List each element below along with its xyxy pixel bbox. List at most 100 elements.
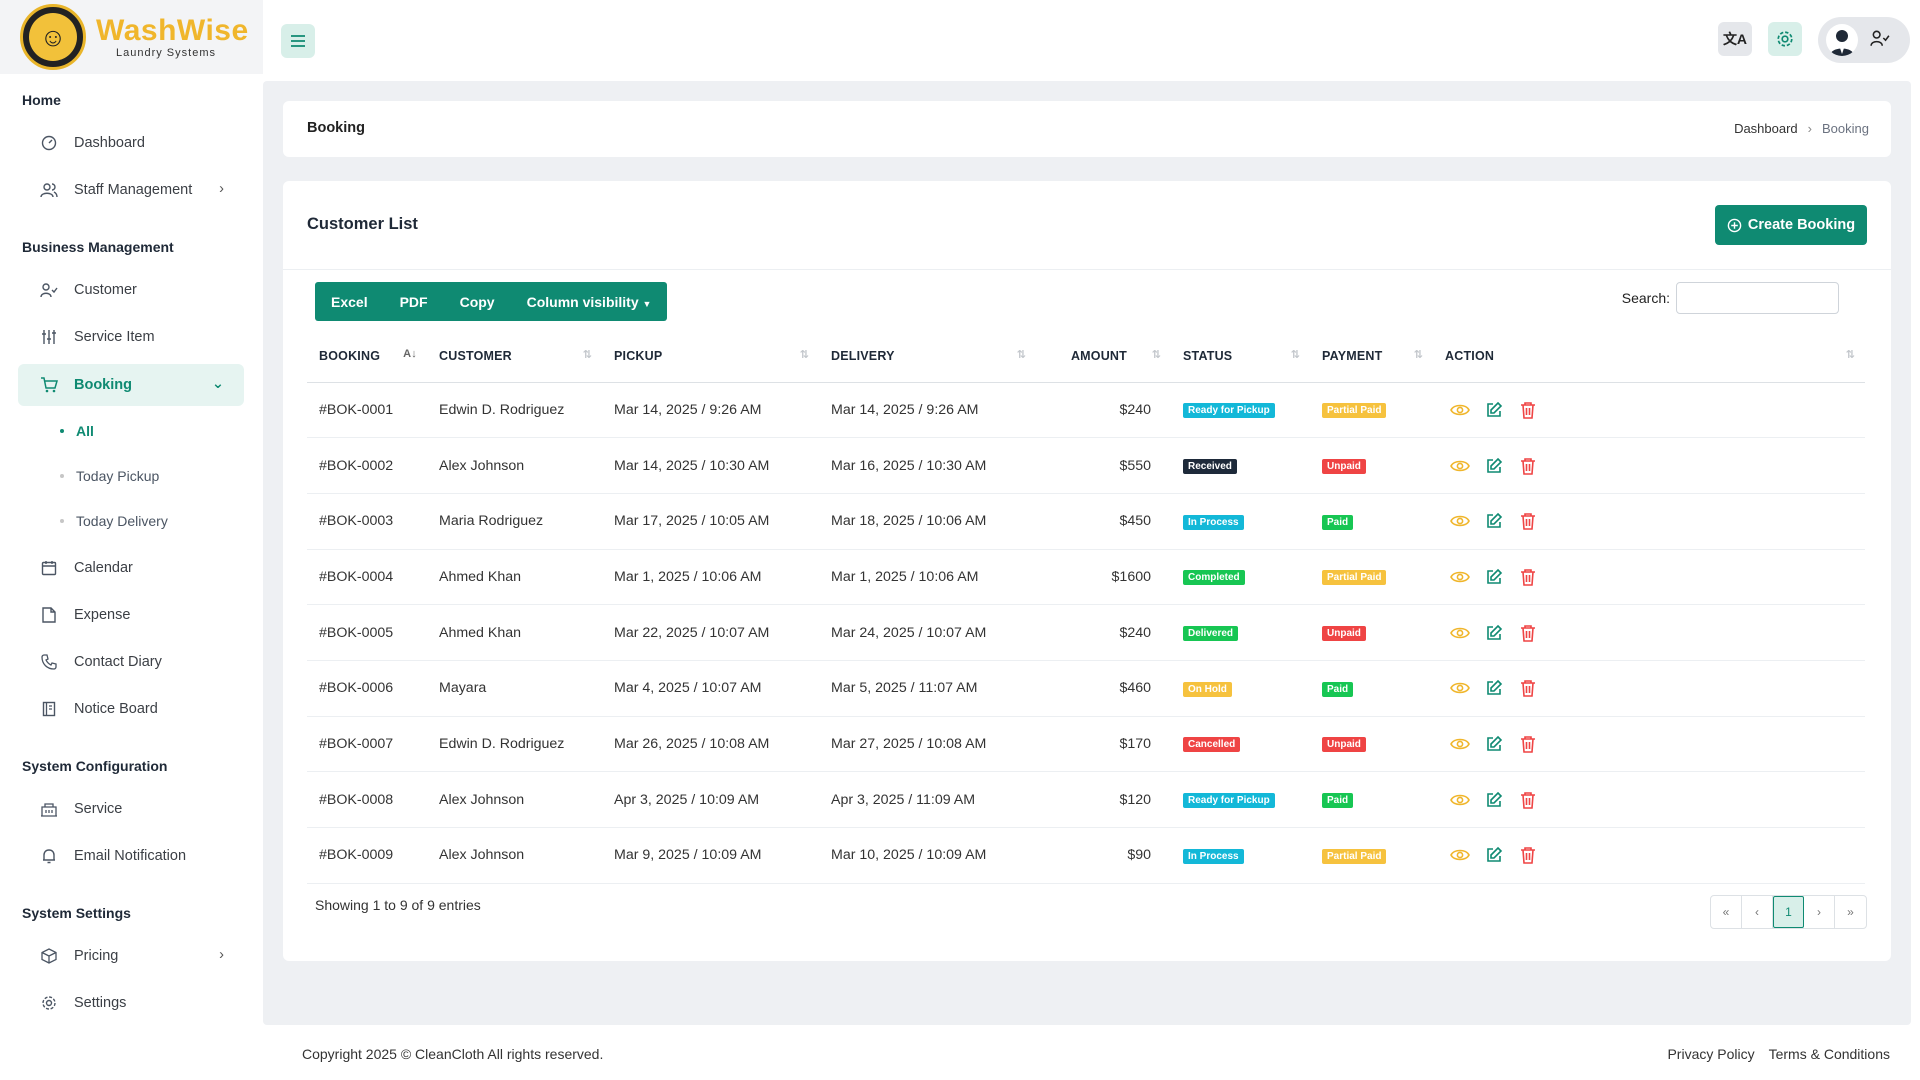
view-icon[interactable] — [1449, 399, 1471, 421]
create-booking-button[interactable]: Create Booking — [1715, 205, 1867, 245]
subitem-label: Today Pickup — [76, 468, 160, 484]
table-row: #BOK-0001 Edwin D. Rodriguez Mar 14, 2025 … — [307, 382, 1865, 439]
column-header-payment[interactable]: PAYMENT ⇅ — [1310, 331, 1433, 383]
delete-icon[interactable] — [1517, 789, 1539, 811]
profile-menu[interactable] — [1818, 17, 1910, 63]
privacy-policy-link[interactable]: Privacy Policy — [1667, 1046, 1755, 1062]
sidebar-item-label: Booking — [74, 377, 132, 393]
sidebar-item-label: Expense — [74, 607, 131, 623]
pdf-button[interactable]: PDF — [384, 282, 444, 321]
column-header-pickup[interactable]: PICKUP ⇅ — [602, 331, 819, 383]
view-icon[interactable] — [1449, 789, 1471, 811]
cell-amount: $170 — [1036, 716, 1171, 773]
sidebar-item-customer[interactable]: Customer — [18, 269, 244, 311]
column-header-booking[interactable]: BOOKING A↓ — [307, 331, 427, 383]
cell-payment: Partial Paid — [1310, 827, 1433, 884]
pager-page-button[interactable]: 1 — [1773, 896, 1804, 928]
edit-icon[interactable] — [1483, 510, 1505, 532]
pager-first-button[interactable]: « — [1711, 896, 1742, 928]
edit-icon[interactable] — [1483, 677, 1505, 699]
sidebar-item-staff-management[interactable]: Staff Management › — [18, 169, 244, 211]
cell-actions — [1433, 827, 1865, 884]
sidebar-subitem-all[interactable]: All — [60, 423, 94, 439]
cell-amount: $550 — [1036, 437, 1171, 494]
view-icon[interactable] — [1449, 844, 1471, 866]
column-header-status[interactable]: STATUS ⇅ — [1171, 331, 1310, 383]
menu-toggle-button[interactable] — [281, 24, 315, 58]
box-icon — [38, 945, 60, 967]
sidebar-item-service[interactable]: Service — [18, 788, 244, 830]
sidebar-item-settings[interactable]: Settings — [18, 982, 244, 1024]
column-header-action[interactable]: ACTION ⇅ — [1433, 331, 1865, 383]
settings-button[interactable] — [1768, 22, 1802, 56]
column-visibility-button[interactable]: Column visibility ▼ — [511, 282, 668, 321]
cell-customer: Ahmed Khan — [427, 549, 602, 606]
chevron-right-icon: › — [219, 181, 224, 197]
edit-icon[interactable] — [1483, 566, 1505, 588]
view-icon[interactable] — [1449, 510, 1471, 532]
search-input[interactable] — [1676, 282, 1839, 314]
users-icon — [38, 179, 60, 201]
pager-prev-button[interactable]: ‹ — [1742, 896, 1773, 928]
sidebar-item-notice-board[interactable]: Notice Board — [18, 688, 244, 730]
sidebar-subitem-today-pickup[interactable]: Today Pickup — [60, 468, 159, 484]
sidebar-item-email-notification[interactable]: Email Notification — [18, 835, 244, 877]
delete-icon[interactable] — [1517, 733, 1539, 755]
cell-booking-id: #BOK-0004 — [307, 549, 427, 606]
sidebar-item-booking[interactable]: Booking ⌄ — [18, 364, 244, 406]
cell-status: In Process — [1171, 493, 1310, 550]
view-icon[interactable] — [1449, 566, 1471, 588]
cell-actions — [1433, 660, 1865, 717]
view-icon[interactable] — [1449, 677, 1471, 699]
edit-icon[interactable] — [1483, 399, 1505, 421]
cell-customer: Ahmed Khan — [427, 604, 602, 661]
column-header-customer[interactable]: CUSTOMER ⇅ — [427, 331, 602, 383]
main-content: Booking Dashboard › Booking Customer Lis… — [263, 81, 1911, 1025]
column-header-amount[interactable]: AMOUNT ⇅ — [1036, 331, 1171, 383]
sidebar-item-expense[interactable]: Expense — [18, 594, 244, 636]
delete-icon[interactable] — [1517, 510, 1539, 532]
excel-button[interactable]: Excel — [315, 282, 384, 321]
sidebar-item-pricing[interactable]: Pricing › — [18, 935, 244, 977]
view-icon[interactable] — [1449, 622, 1471, 644]
edit-icon[interactable] — [1483, 789, 1505, 811]
terms-link[interactable]: Terms & Conditions — [1768, 1046, 1890, 1062]
breadcrumb-root-link[interactable]: Dashboard — [1734, 121, 1798, 136]
pager-next-button[interactable]: › — [1804, 896, 1835, 928]
sidebar-item-dashboard[interactable]: Dashboard — [18, 122, 244, 164]
sidebar-item-label: Staff Management — [74, 182, 193, 198]
delete-icon[interactable] — [1517, 622, 1539, 644]
sidebar-item-service-item[interactable]: Service Item — [18, 316, 244, 358]
delete-icon[interactable] — [1517, 677, 1539, 699]
view-icon[interactable] — [1449, 733, 1471, 755]
language-button[interactable]: 文A — [1718, 22, 1752, 56]
delete-icon[interactable] — [1517, 399, 1539, 421]
table-row: #BOK-0004 Ahmed Khan Mar 1, 2025 / 10:06 A… — [307, 549, 1865, 606]
cell-payment: Unpaid — [1310, 437, 1433, 494]
delete-icon[interactable] — [1517, 566, 1539, 588]
edit-icon[interactable] — [1483, 455, 1505, 477]
logo[interactable]: ☺ WashWise Laundry Systems — [0, 0, 263, 74]
sidebar-item-contact-diary[interactable]: Contact Diary — [18, 641, 244, 683]
footer-links: Privacy Policy Terms & Conditions — [1667, 1046, 1890, 1062]
column-header-delivery[interactable]: DELIVERY ⇅ — [819, 331, 1036, 383]
sidebar-subitem-today-delivery[interactable]: Today Delivery — [60, 513, 168, 529]
cell-actions — [1433, 437, 1865, 494]
cell-amount: $240 — [1036, 604, 1171, 661]
pager-last-button[interactable]: » — [1847, 905, 1854, 919]
brand-name: WashWise — [96, 13, 249, 47]
cell-pickup: Mar 1, 2025 / 10:06 AM — [602, 549, 819, 606]
edit-icon[interactable] — [1483, 622, 1505, 644]
edit-icon[interactable] — [1483, 733, 1505, 755]
edit-icon[interactable] — [1483, 844, 1505, 866]
table-header-row: BOOKING A↓ CUSTOMER ⇅ PICKUP ⇅ DELIVERY ⇅ AM… — [307, 331, 1865, 383]
cell-actions — [1433, 604, 1865, 661]
delete-icon[interactable] — [1517, 455, 1539, 477]
delete-icon[interactable] — [1517, 844, 1539, 866]
cell-booking-id: #BOK-0001 — [307, 382, 427, 439]
cell-pickup: Mar 17, 2025 / 10:05 AM — [602, 493, 819, 550]
view-icon[interactable] — [1449, 455, 1471, 477]
copy-button[interactable]: Copy — [444, 282, 511, 321]
status-badge: Received — [1183, 459, 1237, 475]
sidebar-item-calendar[interactable]: Calendar — [18, 547, 244, 589]
